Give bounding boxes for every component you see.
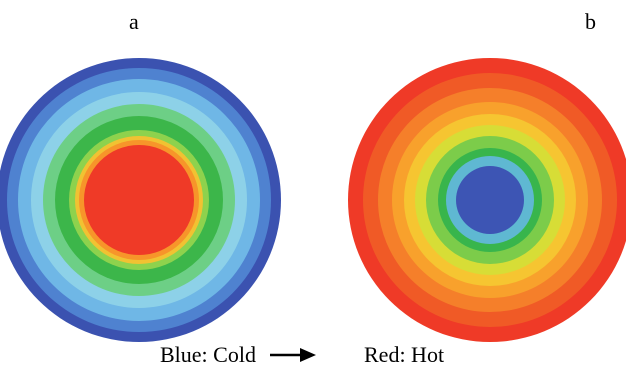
legend-cold-text: Blue: Cold — [160, 342, 256, 367]
temperature-disc-b-svg — [348, 58, 626, 342]
temperature-disc-b — [345, 55, 626, 345]
panel-a-label: a — [129, 9, 139, 34]
disc-b-ring-10 — [456, 166, 524, 234]
disc-a-ring-10 — [84, 145, 194, 255]
temperature-disc-a — [0, 55, 284, 345]
legend-hot-text: Red: Hot — [364, 342, 445, 367]
temperature-disc-a-svg — [0, 58, 281, 342]
temperature-legend: Blue: Cold Red: Hot — [160, 340, 490, 370]
right-arrow-icon — [270, 348, 316, 362]
panel-b-label: b — [585, 9, 596, 34]
